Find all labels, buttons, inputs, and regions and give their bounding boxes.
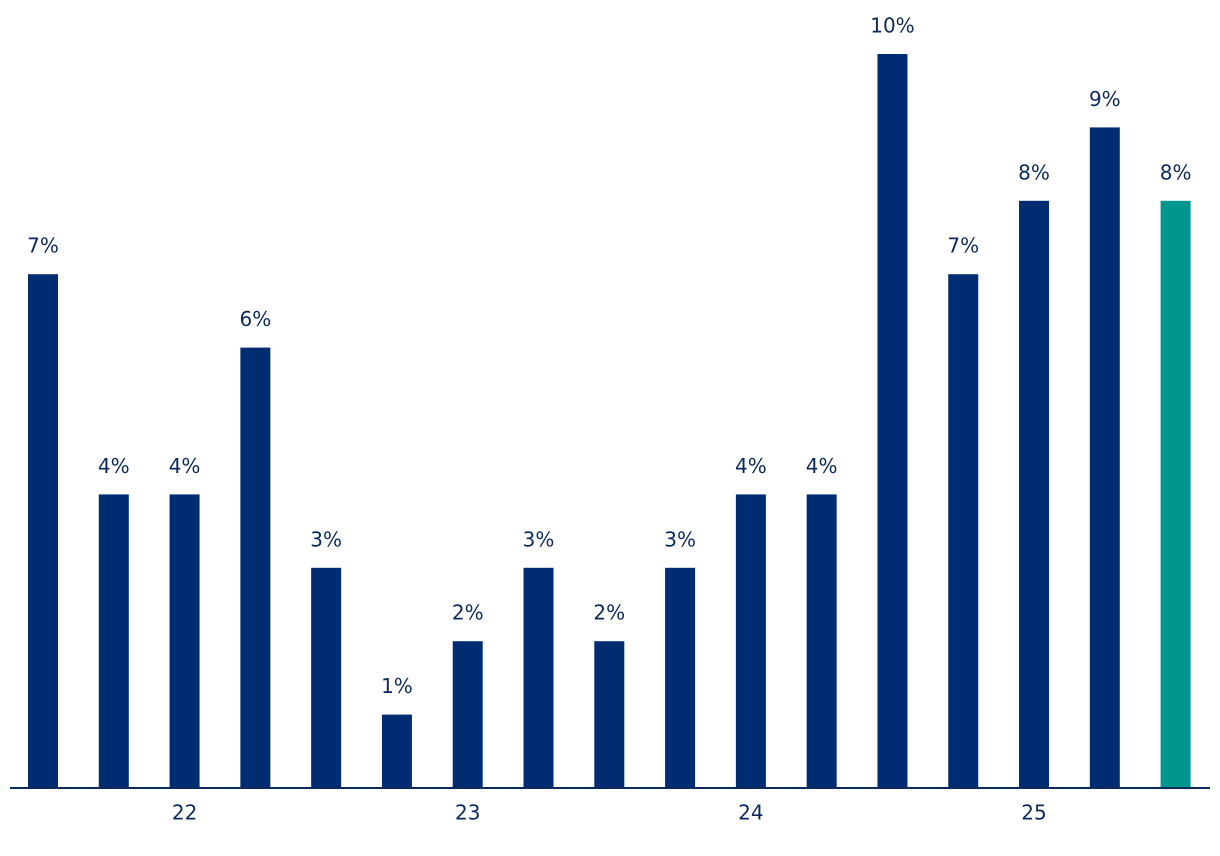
value-label: 1%: [381, 674, 413, 698]
bar: [1019, 200, 1050, 789]
value-label: 4%: [735, 454, 767, 478]
bar: [311, 567, 342, 788]
bar: [169, 494, 200, 788]
value-label: 3%: [664, 527, 696, 551]
bar: [240, 347, 271, 788]
bar: [806, 494, 837, 788]
value-label: 3%: [310, 527, 342, 551]
x-tick-label: 23: [455, 801, 480, 825]
value-label: 7%: [947, 234, 979, 258]
value-label: 4%: [806, 454, 838, 478]
value-label: 2%: [452, 601, 484, 625]
x-tick-label: 24: [738, 801, 763, 825]
value-label: 4%: [169, 454, 201, 478]
value-label: 8%: [1018, 160, 1050, 184]
value-label: 4%: [98, 454, 130, 478]
bar: [735, 494, 766, 788]
bar: [1160, 200, 1191, 789]
bar: [381, 714, 412, 788]
bar: [27, 274, 58, 788]
bar: [877, 54, 908, 788]
value-label: 2%: [593, 601, 625, 625]
value-label: 8%: [1160, 160, 1192, 184]
bar: [594, 641, 625, 788]
value-label: 6%: [239, 307, 271, 331]
bar: [523, 567, 554, 788]
value-label: 3%: [523, 527, 555, 551]
bar: [452, 641, 483, 788]
value-label: 9%: [1089, 87, 1121, 111]
value-label: 7%: [27, 234, 59, 258]
bar: [665, 567, 696, 788]
bar: [948, 274, 979, 788]
x-tick-label: 25: [1021, 801, 1046, 825]
bar: [98, 494, 129, 788]
bar: [1089, 127, 1120, 788]
value-label: 10%: [870, 14, 914, 38]
x-tick-label: 22: [172, 801, 197, 825]
